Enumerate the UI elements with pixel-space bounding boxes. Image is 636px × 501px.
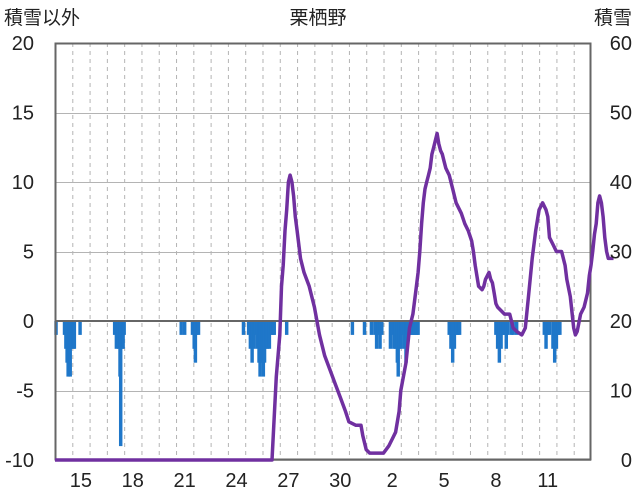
bar bbox=[554, 321, 559, 349]
bar bbox=[72, 321, 77, 349]
x-tick-label: 27 bbox=[277, 470, 299, 492]
bar bbox=[272, 321, 276, 335]
bar bbox=[350, 321, 355, 335]
right-tick-label: 20 bbox=[610, 311, 632, 333]
left-tick-label: 10 bbox=[12, 172, 34, 194]
bar bbox=[182, 321, 187, 335]
bar bbox=[196, 321, 201, 335]
plot-frame bbox=[54, 42, 592, 461]
right-tick-label: 40 bbox=[610, 172, 632, 194]
left-tick-label: 5 bbox=[23, 242, 34, 264]
bar bbox=[416, 321, 420, 335]
bar bbox=[118, 321, 123, 447]
x-tick-label: 21 bbox=[174, 470, 196, 492]
left-tick-label: 20 bbox=[12, 33, 34, 55]
x-tick-label: 15 bbox=[70, 470, 92, 492]
left-tick-label: -5 bbox=[16, 381, 34, 403]
bar bbox=[404, 321, 408, 363]
bar bbox=[241, 321, 246, 335]
right-tick-label: 30 bbox=[610, 242, 632, 264]
snow-depth-line bbox=[55, 131, 614, 462]
bar bbox=[122, 321, 126, 335]
x-tick-label: 24 bbox=[225, 470, 247, 492]
bar bbox=[179, 321, 183, 335]
right-tick-label: 50 bbox=[610, 103, 632, 125]
chart-title: 栗栖野 bbox=[289, 7, 346, 29]
bar-series bbox=[54, 321, 562, 447]
bar bbox=[369, 321, 374, 335]
x-tick-label: 11 bbox=[537, 470, 558, 492]
left-axis-ticks: 20 15 10 5 0 -5 -10 bbox=[5, 33, 34, 472]
bar bbox=[558, 321, 562, 335]
left-tick-label: 0 bbox=[23, 311, 34, 333]
x-tick-label: 5 bbox=[438, 470, 449, 492]
x-tick-label: 8 bbox=[490, 470, 501, 492]
bar bbox=[380, 321, 384, 335]
bar bbox=[284, 321, 289, 335]
x-tick-label: 30 bbox=[329, 470, 351, 492]
left-axis-label: 積雪以外 bbox=[4, 7, 80, 29]
bar bbox=[193, 321, 198, 363]
bar bbox=[362, 321, 367, 335]
right-axis-ticks: 60 50 40 30 20 10 0 bbox=[610, 33, 632, 472]
bar bbox=[78, 321, 82, 335]
right-axis-label: 積雪 bbox=[594, 7, 632, 29]
bar bbox=[506, 321, 510, 335]
x-tick-label: 18 bbox=[122, 470, 144, 492]
left-tick-label: -10 bbox=[5, 450, 34, 472]
bar bbox=[514, 321, 519, 335]
right-tick-label: 60 bbox=[610, 33, 632, 55]
right-tick-label: 10 bbox=[610, 381, 632, 403]
x-tick-label: 2 bbox=[387, 470, 398, 492]
horizontal-grid bbox=[55, 43, 591, 461]
bar bbox=[547, 321, 552, 335]
right-tick-label: 0 bbox=[621, 450, 632, 472]
bar bbox=[457, 321, 462, 335]
x-axis-ticks: 15 18 21 24 27 30 2 5 8 11 bbox=[70, 470, 558, 492]
left-tick-label: 15 bbox=[12, 103, 34, 125]
vertical-grid bbox=[72, 43, 575, 460]
